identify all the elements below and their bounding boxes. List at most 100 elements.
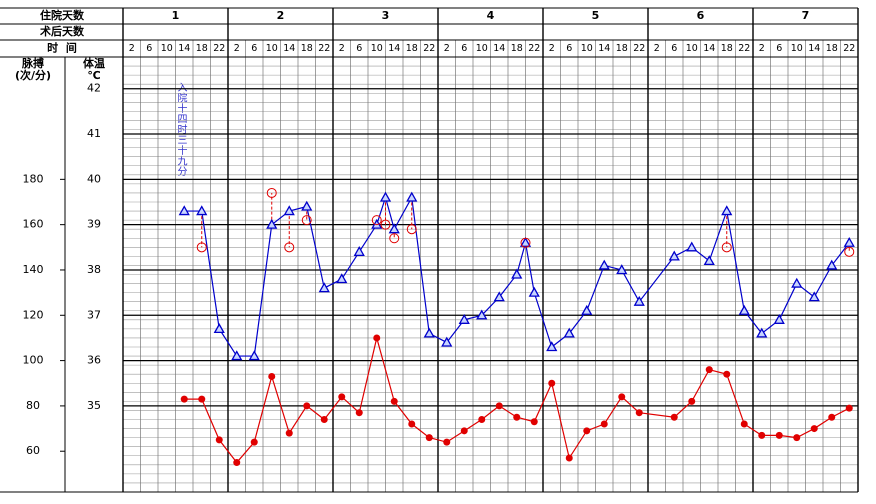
time-label: 22 bbox=[633, 43, 645, 54]
time-label: 18 bbox=[721, 43, 733, 54]
temperature-point bbox=[616, 264, 628, 275]
time-label: 18 bbox=[826, 43, 838, 54]
temperature-point bbox=[301, 200, 313, 211]
pulse-point bbox=[338, 393, 346, 401]
time-label: 10 bbox=[791, 43, 803, 54]
time-label: 6 bbox=[566, 43, 572, 54]
time-label: 时 间 bbox=[47, 41, 77, 55]
time-label: 14 bbox=[703, 43, 715, 54]
pulse-tick-label: 140 bbox=[23, 263, 44, 276]
pulse-point bbox=[460, 427, 468, 435]
time-label: 6 bbox=[356, 43, 362, 54]
pulse-point bbox=[705, 366, 713, 374]
temperature-point bbox=[598, 259, 610, 270]
pulse-tick-label: 120 bbox=[23, 308, 44, 321]
pulse-point bbox=[355, 409, 363, 417]
pulse-point bbox=[303, 402, 311, 410]
pulse-point bbox=[548, 379, 556, 387]
time-label: 10 bbox=[581, 43, 593, 54]
temperature-point bbox=[458, 313, 470, 324]
temperature-point bbox=[581, 304, 593, 315]
temperature-point bbox=[519, 236, 532, 247]
time-label: 18 bbox=[301, 43, 313, 54]
temp-tick-label: 38 bbox=[87, 263, 101, 276]
pulse-point bbox=[198, 395, 206, 403]
temperature-point bbox=[563, 327, 575, 338]
temperature-point bbox=[178, 205, 190, 216]
pulse-point bbox=[250, 438, 258, 446]
time-label: 22 bbox=[528, 43, 540, 54]
time-label: 2 bbox=[654, 43, 660, 54]
pulse-point bbox=[845, 404, 853, 412]
cooled-temperature-point bbox=[371, 215, 382, 226]
temperature-point bbox=[441, 336, 453, 347]
temperature-point bbox=[353, 246, 365, 256]
pulse-point bbox=[688, 397, 696, 405]
temperature-point bbox=[336, 273, 348, 284]
temperature-point bbox=[283, 205, 295, 216]
pulse-point bbox=[530, 418, 538, 426]
admission-day-label: 住院天数 bbox=[40, 8, 85, 22]
temperature-point bbox=[703, 255, 715, 266]
series-line bbox=[184, 195, 850, 357]
pulse-point bbox=[513, 413, 521, 421]
time-label: 10 bbox=[371, 43, 383, 54]
temp-tick-label: 35 bbox=[87, 399, 101, 412]
pulse-point bbox=[390, 397, 398, 405]
time-label: 2 bbox=[129, 43, 135, 54]
pulse-tick-label: 160 bbox=[23, 218, 44, 231]
temp-tick-label: 42 bbox=[87, 82, 101, 95]
cooled-temperature-point bbox=[380, 219, 391, 230]
time-label: 14 bbox=[808, 43, 820, 54]
pulse-point bbox=[285, 429, 293, 437]
temp-unit: ℃ bbox=[87, 69, 100, 82]
temperature-point bbox=[773, 313, 785, 324]
time-label: 2 bbox=[444, 43, 450, 54]
day-label: 5 bbox=[592, 9, 600, 22]
time-label: 6 bbox=[146, 43, 152, 54]
time-label: 10 bbox=[266, 43, 278, 54]
pulse-tick-label: 180 bbox=[23, 172, 44, 185]
temperature-point bbox=[633, 295, 645, 306]
time-label: 14 bbox=[388, 43, 400, 54]
temperature-point bbox=[493, 291, 505, 302]
temperature-point bbox=[266, 218, 278, 229]
pulse-point bbox=[320, 416, 328, 423]
cooled-temperature-point bbox=[844, 246, 855, 257]
pulse-point bbox=[233, 459, 241, 467]
pulse-point bbox=[618, 393, 626, 401]
pulse-point bbox=[740, 420, 748, 428]
cooled-temperature-point bbox=[301, 215, 312, 226]
pulse-point bbox=[215, 436, 223, 444]
pulse-tick-label: 80 bbox=[26, 399, 40, 412]
time-label: 6 bbox=[776, 43, 782, 54]
time-label: 22 bbox=[843, 43, 855, 54]
pulse-point bbox=[425, 434, 433, 442]
cooled-temperature-point bbox=[196, 242, 207, 253]
time-label: 10 bbox=[686, 43, 698, 54]
temp-label: 体温 bbox=[83, 56, 105, 70]
day-label: 7 bbox=[802, 9, 810, 22]
pulse-point bbox=[443, 438, 451, 446]
day-label: 6 bbox=[697, 9, 705, 22]
temperature-point bbox=[756, 327, 768, 338]
pulse-point bbox=[775, 431, 783, 439]
pulse-point bbox=[793, 434, 801, 442]
time-label: 22 bbox=[213, 43, 225, 54]
pulse-point bbox=[180, 395, 188, 403]
pulse-label: 脉搏 bbox=[21, 56, 44, 70]
temperature-point bbox=[546, 341, 558, 352]
pulse-point bbox=[565, 454, 573, 462]
time-label: 22 bbox=[423, 43, 435, 54]
day-label: 2 bbox=[277, 9, 285, 22]
pulse-point bbox=[758, 431, 766, 439]
temp-tick-label: 41 bbox=[87, 127, 101, 140]
time-label: 22 bbox=[318, 43, 330, 54]
temperature-point bbox=[791, 277, 803, 288]
temperature-point bbox=[668, 250, 680, 261]
time-label: 10 bbox=[161, 43, 173, 54]
cooled-temperature-point bbox=[284, 242, 295, 253]
temp-tick-label: 40 bbox=[87, 172, 101, 185]
pulse-point bbox=[408, 420, 416, 428]
